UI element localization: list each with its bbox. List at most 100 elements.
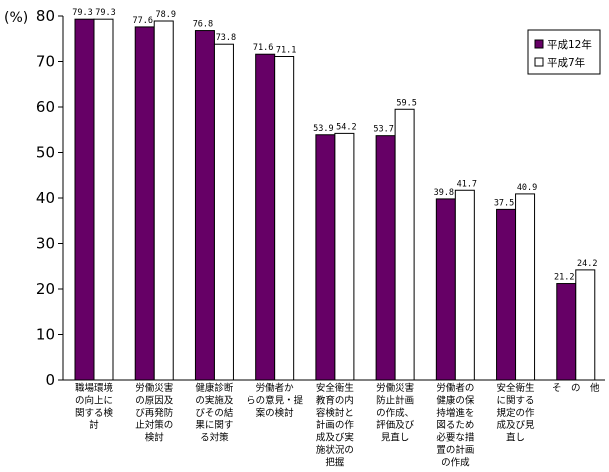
y-tick-label: 50 xyxy=(36,144,55,162)
category-label-line: 容検討と xyxy=(316,407,354,419)
category-label-line: の作成 xyxy=(441,456,470,468)
legend-swatch-series-1 xyxy=(534,39,544,49)
category-label-line: 検討 xyxy=(145,432,165,444)
category-label-line: の原因及 xyxy=(135,395,174,406)
legend-swatch-series-2 xyxy=(534,57,544,67)
bar-series-2 xyxy=(334,132,355,381)
y-tick-label: 70 xyxy=(36,53,55,71)
category-label-line: 持増進を xyxy=(436,407,474,419)
bar-series-1 xyxy=(134,26,155,381)
category-label-line: 果に関す xyxy=(195,420,233,431)
category-label: 労働災害の原因及び再発防止対策の検討 xyxy=(135,382,174,444)
category-label-line: 安全衛生 xyxy=(316,382,355,394)
bar-series-2 xyxy=(153,20,174,381)
category-label-line: 労働災害 xyxy=(376,382,414,394)
category-label-line: 施状況の xyxy=(316,444,354,456)
data-label-series-2: 24.2 xyxy=(577,259,597,269)
legend-label-series-2: 平成7年 xyxy=(547,56,585,69)
category-label-line: 成及び見 xyxy=(497,419,536,431)
bar-series-1 xyxy=(74,18,95,381)
category-label-line: 置の計画 xyxy=(436,444,474,456)
category-label-line: 労働災害 xyxy=(135,382,173,394)
category-label-line: る対策 xyxy=(200,432,229,444)
data-label-series-2: 73.8 xyxy=(216,33,236,43)
data-label-series-1: 79.3 xyxy=(72,8,92,18)
y-tick-label: 20 xyxy=(36,280,55,298)
data-label-series-2: 40.9 xyxy=(517,183,537,193)
bar-series-1 xyxy=(496,208,517,381)
data-label-series-1: 76.8 xyxy=(193,20,213,30)
category-label-line: 図るため xyxy=(436,420,474,431)
category-label-line: の向上に xyxy=(75,394,113,406)
category-label-line: 評価及び xyxy=(376,419,415,431)
bar-series-2 xyxy=(394,108,415,381)
category-label: 労働者からの意見・提案の検討 xyxy=(246,382,304,419)
category-label-line: 教育の内 xyxy=(316,394,354,406)
data-label-series-2: 78.9 xyxy=(155,10,175,20)
category-label-line: の実施及 xyxy=(195,394,234,406)
data-label-series-2: 59.5 xyxy=(396,98,416,108)
category-label-line: 直し xyxy=(506,432,525,444)
bar-series-2 xyxy=(515,193,536,381)
data-label-series-2: 71.1 xyxy=(276,45,296,55)
legend: 平成12年 平成7年 xyxy=(527,29,601,75)
category-label-line: び再発防 xyxy=(135,407,174,419)
bar-series-2 xyxy=(213,43,234,381)
bar-series-1 xyxy=(556,283,577,381)
category-label-line: 規定の作 xyxy=(497,407,536,419)
category-label-line: びその結 xyxy=(195,407,234,419)
category-label-line: 止対策の xyxy=(135,419,173,431)
category-label-line: らの意見・提 xyxy=(246,394,304,406)
bar-series-2 xyxy=(575,269,596,381)
bar-series-1 xyxy=(255,53,276,381)
category-label-line: 討 xyxy=(89,419,99,431)
data-label-series-1: 37.5 xyxy=(494,198,514,208)
category-label-line: 健康診断 xyxy=(195,382,234,394)
category-label-line: の作成、 xyxy=(376,407,414,419)
data-label-series-1: 39.8 xyxy=(434,188,454,198)
category-label-line: 安全衛生 xyxy=(497,382,536,394)
y-tick-label: 0 xyxy=(45,371,55,389)
category-label: そ の 他 xyxy=(552,382,600,394)
y-axis-label: (%) xyxy=(4,10,28,26)
y-tick-label: 60 xyxy=(36,98,55,116)
y-tick-label: 40 xyxy=(36,189,55,207)
bar-series-2 xyxy=(274,55,295,381)
category-label-line: 健康の保 xyxy=(436,394,475,406)
bar-series-1 xyxy=(194,30,215,381)
category-label-line: 計画の作 xyxy=(316,419,355,431)
legend-label-series-1: 平成12年 xyxy=(547,38,592,51)
y-tick-label: 10 xyxy=(36,326,55,344)
category-label-line: 労働者の xyxy=(436,382,474,394)
category-label-line: 成及び実 xyxy=(316,432,355,444)
category-label: 労働災害防止計画の作成、評価及び見直し xyxy=(376,382,415,444)
data-label-series-1: 77.6 xyxy=(132,16,152,26)
data-label-series-1: 53.9 xyxy=(313,124,333,134)
bar-series-1 xyxy=(375,135,396,381)
bar-series-2 xyxy=(454,189,475,381)
bar-series-1 xyxy=(315,134,336,381)
data-label-series-2: 41.7 xyxy=(457,179,477,189)
y-tick-label: 80 xyxy=(36,7,55,25)
category-label-line: に関する xyxy=(497,395,535,406)
category-label-line: 職場環境 xyxy=(75,382,114,394)
data-label-series-2: 54.2 xyxy=(336,122,356,132)
category-label-line: 防止計画 xyxy=(376,394,414,406)
category-label-line: 把握 xyxy=(325,456,345,468)
category-label-line: 案の検討 xyxy=(256,407,295,419)
data-label-series-1: 71.6 xyxy=(253,43,273,53)
category-label-line: 必要な措 xyxy=(436,432,475,444)
category-label-line: そ の 他 xyxy=(552,382,600,394)
bar-series-1 xyxy=(435,198,456,381)
category-label: 職場環境の向上に関する検討 xyxy=(75,382,114,431)
category-label-line: 見直し xyxy=(381,432,410,444)
data-label-series-1: 53.7 xyxy=(373,125,393,135)
data-label-series-1: 21.2 xyxy=(554,273,574,283)
y-tick-label: 30 xyxy=(36,235,55,253)
category-label: 安全衛生に関する規定の作成及び見直し xyxy=(497,382,536,444)
bar-series-2 xyxy=(93,18,114,381)
category-label: 労働者の健康の保持増進を図るため必要な措置の計画の作成 xyxy=(436,382,475,468)
category-label: 安全衛生教育の内容検討と計画の作成及び実施状況の把握 xyxy=(316,382,355,468)
category-label-line: 労働者か xyxy=(256,382,295,394)
